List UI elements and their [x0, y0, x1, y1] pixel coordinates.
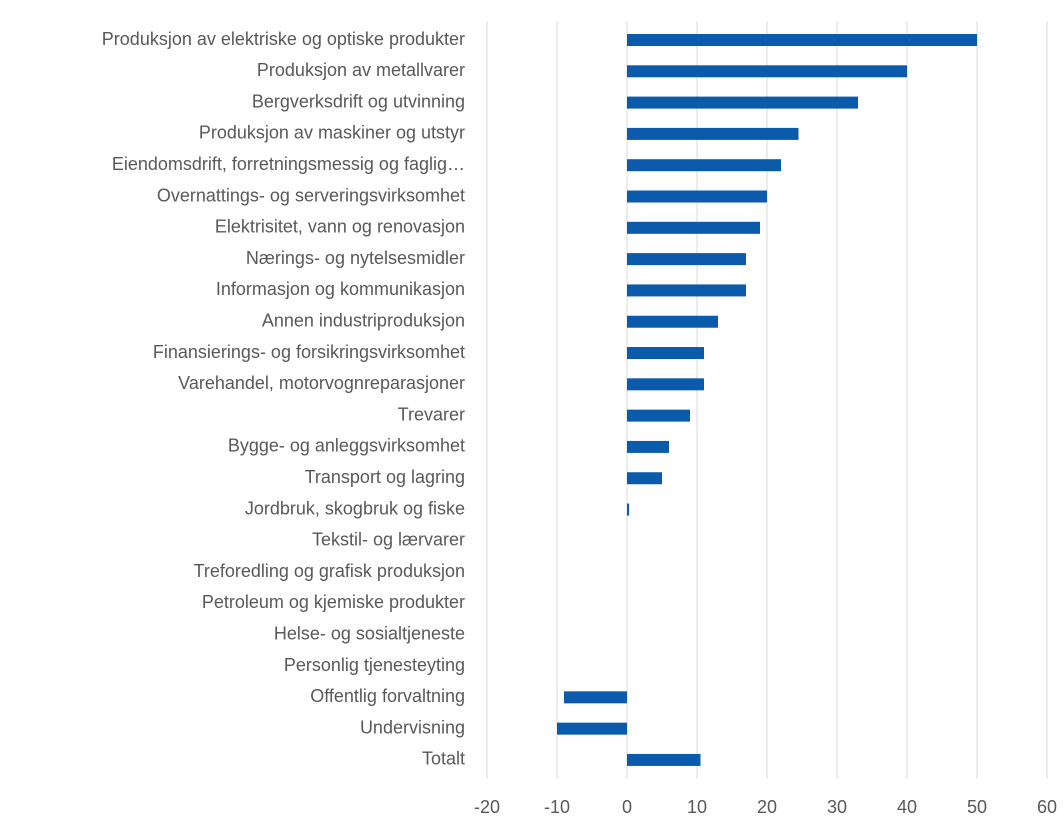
- bar: [627, 315, 718, 328]
- y-tick-label: Nærings- og nytelsesmidler: [246, 248, 465, 268]
- bar: [627, 472, 662, 485]
- bar: [627, 347, 704, 360]
- y-tick-label: Petroleum og kjemiske produkter: [202, 592, 465, 612]
- x-tick-label: 20: [757, 797, 777, 817]
- y-tick-label: Totalt: [422, 749, 465, 769]
- y-tick-label: Transport og lagring: [305, 467, 465, 487]
- bar: [627, 253, 746, 266]
- bar: [627, 409, 690, 422]
- y-tick-label: Trevarer: [398, 404, 465, 424]
- y-tick-label: Tekstil- og lærvarer: [312, 530, 465, 550]
- bar: [627, 753, 701, 766]
- bar: [627, 190, 767, 203]
- bar: [627, 503, 630, 516]
- bar: [627, 127, 799, 140]
- y-tick-label: Treforedling og grafisk produksjon: [194, 561, 465, 581]
- x-tick-label: 60: [1037, 797, 1057, 817]
- y-tick-label: Finansierings- og forsikringsvirksomhet: [153, 342, 465, 362]
- x-tick-label: 10: [687, 797, 707, 817]
- y-tick-label: Undervisning: [360, 717, 465, 737]
- y-tick-label: Offentlig forvaltning: [310, 686, 465, 706]
- y-tick-label: Bygge- og anleggsvirksomhet: [228, 436, 465, 456]
- y-tick-label: Produksjon av maskiner og utstyr: [199, 123, 465, 143]
- bar: [564, 691, 627, 704]
- y-tick-label: Personlig tjenesteyting: [284, 655, 465, 675]
- x-tick-label: 40: [897, 797, 917, 817]
- bar: [627, 96, 858, 109]
- x-tick-label: 30: [827, 797, 847, 817]
- bar: [627, 378, 704, 391]
- x-tick-label: -10: [544, 797, 570, 817]
- y-tick-label: Varehandel, motorvognreparasjoner: [178, 373, 465, 393]
- y-tick-label: Bergverksdrift og utvinning: [252, 91, 465, 111]
- bar: [557, 722, 627, 735]
- y-tick-label: Overnattings- og serveringsvirksomhet: [157, 185, 465, 205]
- x-tick-label: 0: [622, 797, 632, 817]
- y-tick-label: Produksjon av metallvarer: [257, 60, 465, 80]
- bar: [627, 221, 760, 234]
- y-tick-label: Helse- og sosialtjeneste: [274, 623, 465, 643]
- bar: [627, 284, 746, 297]
- bar: [627, 440, 669, 453]
- bar: [627, 65, 907, 78]
- bar: [627, 34, 977, 47]
- y-tick-label: Produksjon av elektriske og optiske prod…: [102, 29, 465, 49]
- y-tick-label: Jordbruk, skogbruk og fiske: [245, 498, 465, 518]
- y-tick-label: Eiendomsdrift, forretningsmessig og fagl…: [112, 154, 465, 174]
- y-tick-label: Elektrisitet, vann og renovasjon: [215, 217, 465, 237]
- x-tick-label: 50: [967, 797, 987, 817]
- bar: [627, 159, 781, 172]
- x-tick-label: -20: [474, 797, 500, 817]
- y-tick-label: Annen industriproduksjon: [262, 310, 465, 330]
- y-tick-label: Informasjon og kommunikasjon: [216, 279, 465, 299]
